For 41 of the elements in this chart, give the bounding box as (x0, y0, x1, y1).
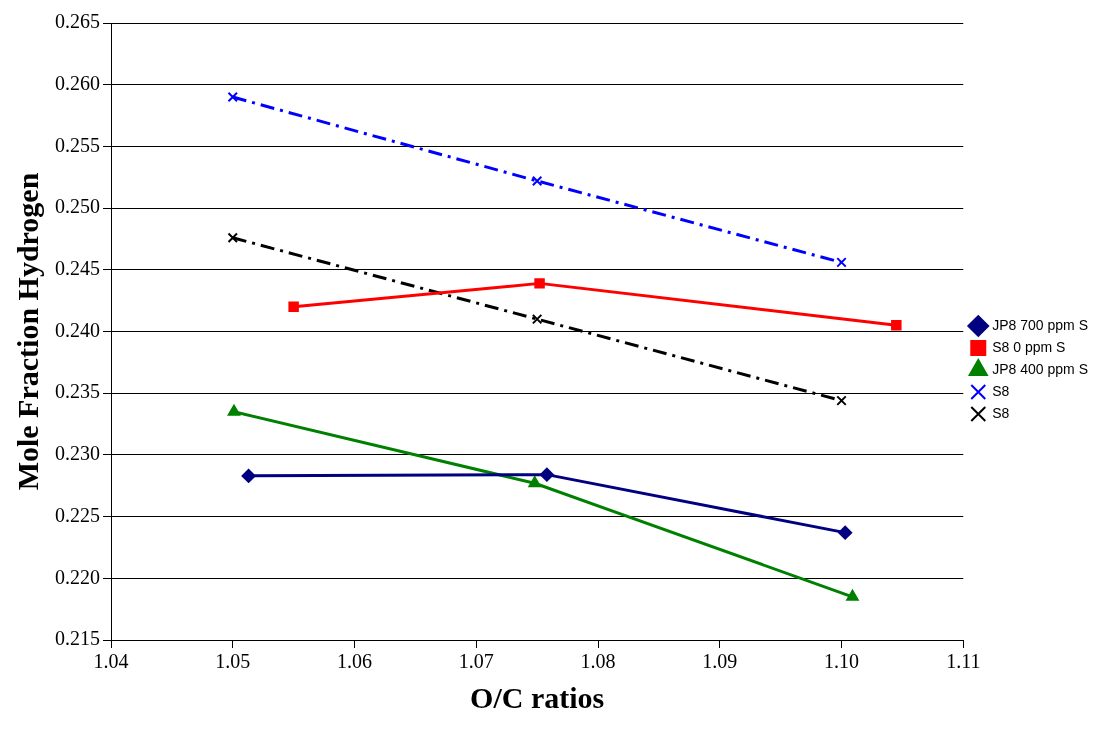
point (531, 313, 543, 325)
x-tick-label: 1.10 (824, 650, 860, 673)
y-tick-label: 0.250 (55, 195, 100, 218)
y-tick-label: 0.240 (55, 318, 100, 341)
point (838, 525, 853, 540)
point (227, 404, 241, 416)
legend-label: JP8 400 ppm S (992, 360, 1089, 377)
x-tick-label: 1.09 (702, 650, 738, 673)
point (288, 301, 299, 313)
x-axis-title: O/C ratios (470, 680, 605, 714)
legend-label: S8 (992, 404, 1010, 421)
legend-label: S8 (992, 382, 1010, 399)
legend-label: JP8 700 ppm S (992, 316, 1089, 333)
point (891, 320, 902, 331)
point (227, 91, 238, 103)
y-tick-label: 0.230 (55, 442, 100, 465)
y-axis-title: Mole Fraction Hydrogen (10, 172, 44, 491)
y-tick-label: 0.215 (55, 627, 100, 650)
y-tick-label: 0.220 (55, 565, 100, 588)
point (227, 232, 238, 243)
point (531, 175, 543, 187)
y-tick-label: 0.225 (55, 503, 100, 526)
x-tick-label: 1.04 (93, 650, 129, 673)
legend-label: S8 0 ppm S (992, 338, 1066, 355)
point (836, 257, 847, 268)
y-tick-label: 0.245 (55, 257, 100, 280)
point (528, 476, 541, 488)
point (534, 278, 545, 289)
point (539, 467, 554, 482)
y-tick-label: 0.265 (55, 10, 100, 33)
x-tick-label: 1.07 (458, 650, 494, 673)
y-tick-label: 0.255 (55, 133, 100, 156)
x-tick-label: 1.11 (946, 650, 981, 673)
point (846, 589, 859, 601)
point (836, 395, 847, 406)
x-tick-label: 1.06 (337, 650, 373, 673)
y-tick-label: 0.235 (55, 380, 100, 403)
x-tick-label: 1.08 (580, 650, 616, 673)
y-tick-label: 0.260 (55, 71, 100, 94)
x-tick-label: 1.05 (215, 650, 251, 673)
point (241, 468, 256, 483)
